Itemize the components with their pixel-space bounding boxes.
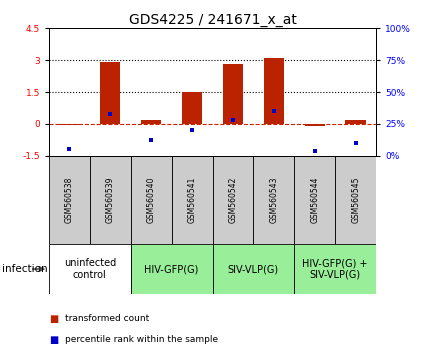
Bar: [346, 120, 366, 124]
Text: infection: infection: [2, 264, 48, 274]
Bar: [264, 58, 284, 124]
Bar: [59, 124, 79, 125]
Bar: [335, 156, 376, 244]
Text: GSM560541: GSM560541: [187, 177, 196, 223]
Text: GSM560540: GSM560540: [147, 177, 156, 223]
Bar: [131, 156, 172, 244]
Text: uninfected
control: uninfected control: [64, 258, 116, 280]
Bar: [223, 64, 243, 124]
Bar: [253, 156, 294, 244]
Bar: [131, 244, 212, 294]
Bar: [294, 244, 376, 294]
Text: ■: ■: [49, 335, 58, 345]
Bar: [90, 156, 131, 244]
Text: GSM560545: GSM560545: [351, 177, 360, 223]
Bar: [49, 156, 90, 244]
Bar: [49, 244, 131, 294]
Text: GSM560539: GSM560539: [106, 177, 115, 223]
Text: GSM560542: GSM560542: [229, 177, 238, 223]
Text: GSM560543: GSM560543: [269, 177, 278, 223]
Text: HIV-GFP(G) +
SIV-VLP(G): HIV-GFP(G) + SIV-VLP(G): [303, 258, 368, 280]
Bar: [182, 92, 202, 124]
Text: transformed count: transformed count: [65, 314, 149, 323]
Bar: [212, 244, 294, 294]
Bar: [212, 156, 253, 244]
Text: GSM560538: GSM560538: [65, 177, 74, 223]
Bar: [305, 124, 325, 126]
Text: HIV-GFP(G): HIV-GFP(G): [144, 264, 199, 274]
Bar: [100, 62, 120, 124]
Bar: [294, 156, 335, 244]
Text: ■: ■: [49, 314, 58, 324]
Bar: [141, 120, 162, 124]
Text: GSM560544: GSM560544: [310, 177, 319, 223]
Bar: [172, 156, 212, 244]
Text: percentile rank within the sample: percentile rank within the sample: [65, 335, 218, 344]
Text: SIV-VLP(G): SIV-VLP(G): [228, 264, 279, 274]
Title: GDS4225 / 241671_x_at: GDS4225 / 241671_x_at: [128, 13, 296, 27]
